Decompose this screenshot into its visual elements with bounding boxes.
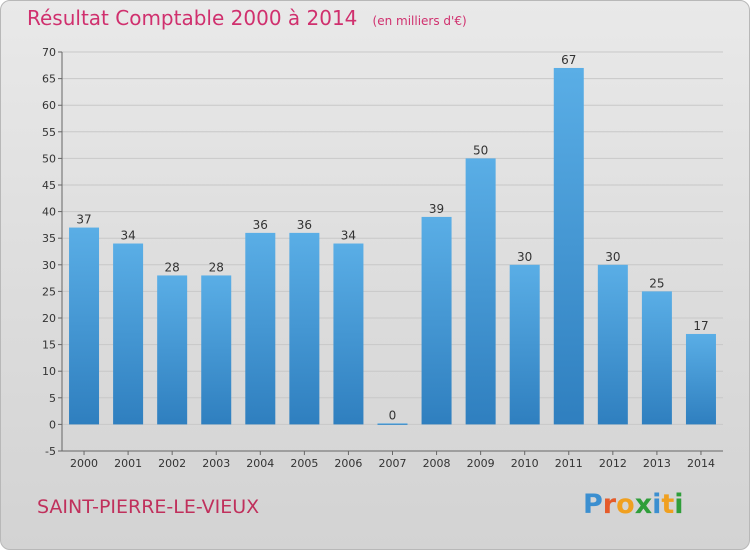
- bar-2012: [597, 264, 628, 425]
- y-tick-label: 35: [42, 232, 56, 245]
- x-tick-label-2007: 2007: [379, 457, 407, 470]
- y-tick-label: 70: [42, 46, 56, 59]
- bar-2009: [465, 158, 496, 425]
- y-tick-label: 40: [42, 206, 56, 219]
- y-tick-label: 60: [42, 99, 56, 112]
- y-tick-label: 65: [42, 73, 56, 86]
- x-tick-label-2011: 2011: [555, 457, 583, 470]
- y-tick-label: 30: [42, 259, 56, 272]
- x-tick-label-2006: 2006: [334, 457, 362, 470]
- data-label-2010: 30: [517, 250, 532, 264]
- data-label-2005: 36: [297, 218, 312, 232]
- bar-2011: [553, 67, 584, 425]
- data-label-2004: 36: [253, 218, 268, 232]
- data-label-2000: 37: [76, 213, 91, 227]
- x-tick-label-2004: 2004: [246, 457, 274, 470]
- y-tick-label: 15: [42, 339, 56, 352]
- x-tick-label-2008: 2008: [423, 457, 451, 470]
- data-label-2014: 17: [693, 319, 708, 333]
- y-tick-label: -5: [45, 445, 56, 458]
- x-tick-label-2005: 2005: [290, 457, 318, 470]
- x-tick-label-2014: 2014: [687, 457, 715, 470]
- chart-unit: (en milliers d'€): [372, 14, 467, 28]
- chart-title: Résultat Comptable 2000 à 2014: [27, 6, 358, 30]
- place-name: SAINT-PIERRE-LE-VIEUX: [37, 496, 260, 518]
- data-label-2008: 39: [429, 202, 444, 216]
- y-tick-label: 50: [42, 152, 56, 165]
- x-tick-label-2002: 2002: [158, 457, 186, 470]
- y-tick-label: 45: [42, 179, 56, 192]
- data-label-2007: 0: [389, 408, 397, 422]
- proxiti-logo: Proxiti: [583, 489, 684, 520]
- bar-2000: [69, 227, 100, 425]
- x-tick-label-2000: 2000: [70, 457, 98, 470]
- x-tick-label-2010: 2010: [511, 457, 539, 470]
- data-label-2011: 67: [561, 53, 576, 67]
- data-label-2013: 25: [649, 276, 664, 290]
- data-label-2012: 30: [605, 250, 620, 264]
- data-label-2002: 28: [165, 260, 180, 274]
- bar-2002: [157, 275, 188, 425]
- x-tick-label-2013: 2013: [643, 457, 671, 470]
- data-label-2006: 34: [341, 229, 356, 243]
- bar-2005: [289, 232, 320, 425]
- bar-2013: [641, 291, 672, 425]
- bar-2001: [113, 243, 144, 425]
- bar-2008: [421, 216, 452, 425]
- chart-header: Résultat Comptable 2000 à 2014 (en milli…: [27, 6, 467, 30]
- bar-2006: [333, 243, 364, 425]
- x-tick-label-2003: 2003: [202, 457, 230, 470]
- y-tick-label: 55: [42, 126, 56, 139]
- y-tick-label: 20: [42, 312, 56, 325]
- bar-2004: [245, 232, 276, 425]
- data-label-2001: 34: [120, 229, 135, 243]
- y-tick-label: 10: [42, 365, 56, 378]
- bar-2003: [201, 275, 232, 425]
- y-tick-label: 5: [49, 392, 56, 405]
- bar-2014: [685, 333, 716, 425]
- data-label-2009: 50: [473, 143, 488, 157]
- y-tick-label: 25: [42, 285, 56, 298]
- y-tick-label: 0: [49, 418, 56, 431]
- data-label-2003: 28: [209, 260, 224, 274]
- bar-2007: [377, 423, 408, 425]
- x-tick-label-2012: 2012: [599, 457, 627, 470]
- bar-2010: [509, 264, 540, 425]
- x-tick-label-2009: 2009: [467, 457, 495, 470]
- x-tick-label-2001: 2001: [114, 457, 142, 470]
